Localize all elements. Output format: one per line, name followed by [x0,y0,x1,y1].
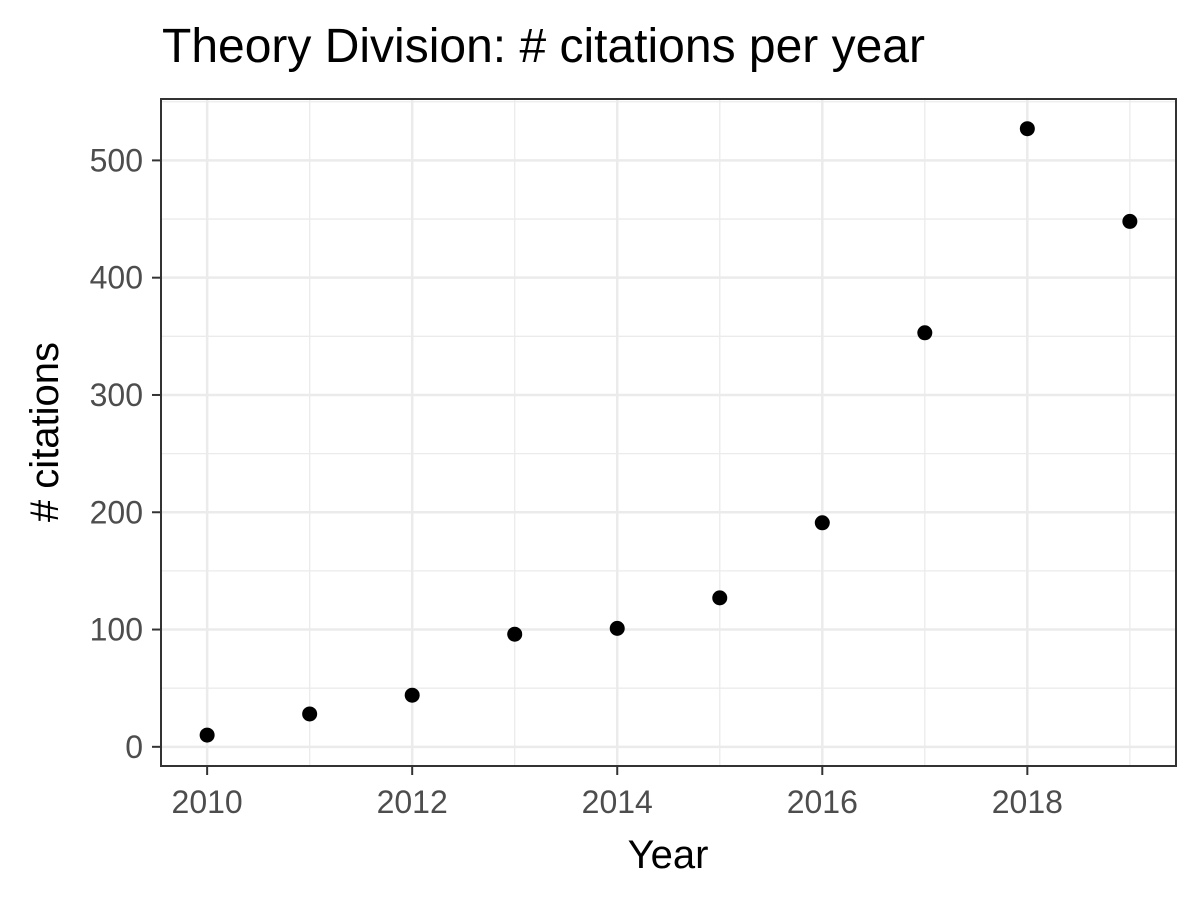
data-point [917,325,933,341]
x-tick-label: 2014 [582,784,653,820]
data-point [199,727,215,743]
x-tick-label: 2010 [172,784,243,820]
y-tick-label: 300 [90,377,143,413]
grid-lines [161,99,1176,766]
data-point [1122,213,1138,229]
y-axis: 0 100 200 300 400 500 [90,142,161,765]
y-tick-label: 0 [125,729,143,765]
chart-title: Theory Division: # citations per year [162,20,925,73]
x-tick-label: 2018 [992,784,1063,820]
data-point [404,687,420,703]
data-point [609,620,625,636]
data-point [712,590,728,606]
x-tick-label: 2016 [787,784,858,820]
data-point [507,626,523,642]
data-point [302,706,318,722]
plot-panel [160,98,1177,767]
y-tick-label: 400 [90,260,143,296]
y-tick-label: 500 [90,142,143,178]
x-axis: 2010 2012 2014 2016 2018 [172,766,1063,820]
x-axis-title: Year [628,833,709,877]
panel-background [161,99,1176,766]
x-tick-label: 2012 [377,784,448,820]
data-point [814,515,830,531]
data-points [199,121,1138,743]
y-tick-label: 200 [90,494,143,530]
data-point [1019,121,1035,137]
panel-border [160,98,1177,767]
y-tick-label: 100 [90,612,143,648]
y-axis-title: # citations [23,342,67,522]
